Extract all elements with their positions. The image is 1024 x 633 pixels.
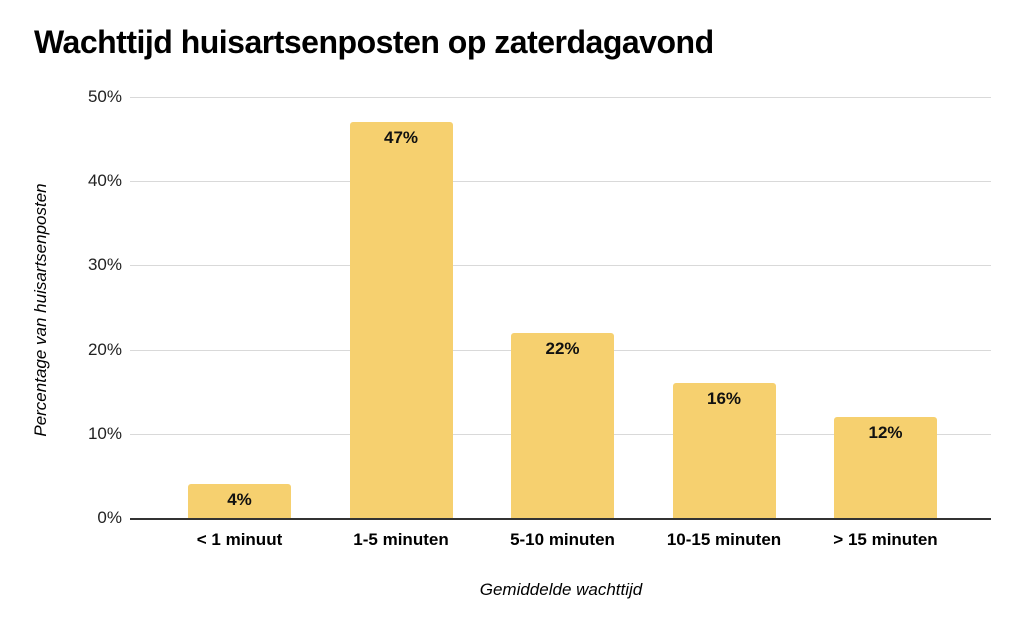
x-tick-label: 10-15 minuten bbox=[666, 530, 782, 549]
bar-value-label: 12% bbox=[868, 422, 903, 442]
plot-area: 4% 47% 22% 16% 12% bbox=[130, 97, 991, 520]
y-tick-label: 30% bbox=[87, 255, 122, 275]
y-axis-label: Percentage van huisartsenposten bbox=[31, 183, 50, 437]
bar-value-label: 47% bbox=[383, 128, 419, 148]
bar-value-label: 4% bbox=[227, 490, 252, 510]
bar: 4% bbox=[188, 484, 291, 518]
x-axis-baseline bbox=[130, 518, 991, 520]
gridline bbox=[130, 181, 991, 183]
y-tick-label: 0% bbox=[97, 508, 122, 527]
bar: 12% bbox=[834, 416, 937, 518]
bar: 47% bbox=[349, 122, 453, 518]
y-tick-label: 20% bbox=[87, 339, 122, 359]
y-tick-label: 10% bbox=[87, 423, 122, 443]
bar: 22% bbox=[511, 332, 614, 518]
chart-title: Wachttijd huisartsenposten op zaterdagav… bbox=[34, 24, 714, 60]
bar: 16% bbox=[672, 383, 776, 518]
x-tick-label: 1-5 minuten bbox=[353, 530, 449, 549]
x-tick-label: > 15 minuten bbox=[833, 530, 938, 549]
x-tick-label: < 1 minuut bbox=[196, 530, 283, 549]
y-tick-label: 50% bbox=[87, 87, 122, 106]
gridline bbox=[130, 265, 991, 267]
x-tick-label: 5-10 minuten bbox=[510, 530, 615, 549]
bar-value-label: 22% bbox=[545, 338, 580, 358]
bar-value-label: 16% bbox=[706, 389, 742, 409]
x-axis-label: Gemiddelde wachttijd bbox=[479, 580, 643, 599]
gridline bbox=[130, 97, 991, 98]
y-tick-label: 40% bbox=[87, 171, 122, 191]
